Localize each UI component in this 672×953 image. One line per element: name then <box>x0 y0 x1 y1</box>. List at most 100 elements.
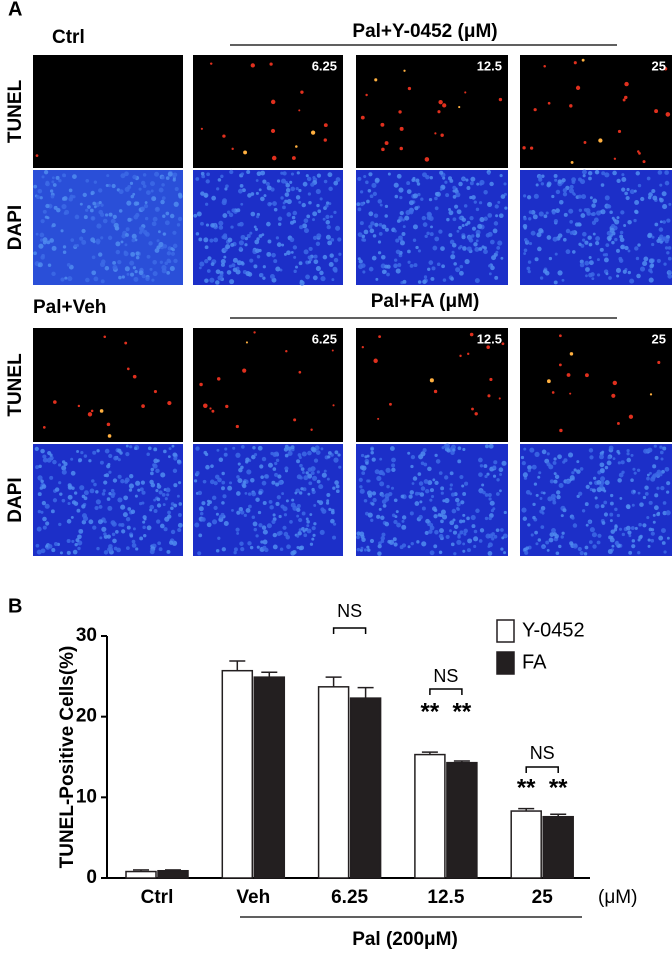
dapi-nucleus <box>424 234 428 239</box>
tunel-dot <box>126 367 130 371</box>
panel-label: B <box>8 595 22 617</box>
x-tick-label: 25 <box>532 887 554 908</box>
dapi-nucleus <box>377 240 382 244</box>
dapi-nucleus <box>363 498 368 503</box>
dapi-nucleus <box>294 491 298 495</box>
dapi-nucleus <box>158 490 163 495</box>
dapi-image <box>193 444 343 556</box>
dapi-nucleus <box>83 496 88 501</box>
dapi-nucleus <box>621 470 625 474</box>
dapi-nucleus <box>642 260 648 267</box>
dapi-nucleus <box>295 195 301 200</box>
dapi-nucleus <box>134 270 138 274</box>
dapi-nucleus <box>592 476 597 480</box>
dapi-nucleus <box>552 461 557 465</box>
dapi-nucleus <box>197 490 203 496</box>
tunel-dot <box>253 331 256 334</box>
dapi-nucleus <box>450 492 456 497</box>
dapi-nucleus <box>554 252 558 256</box>
dapi-nucleus <box>291 215 296 220</box>
tunel-dot <box>300 90 304 94</box>
dapi-nucleus <box>266 185 272 191</box>
dapi-nucleus <box>626 457 632 463</box>
dapi-nucleus <box>648 268 653 273</box>
dapi-nucleus <box>262 276 266 280</box>
dapi-nucleus <box>407 451 411 455</box>
dapi-nucleus <box>429 550 435 556</box>
dapi-nucleus <box>538 177 543 182</box>
dapi-nucleus <box>603 500 608 505</box>
dapi-nucleus <box>149 267 153 271</box>
dapi-nucleus <box>115 249 121 255</box>
stain-label: DAPI <box>5 205 26 250</box>
dapi-nucleus <box>36 526 42 532</box>
dapi-nucleus <box>264 474 270 479</box>
dapi-nucleus <box>327 240 333 246</box>
dapi-nucleus <box>362 270 366 274</box>
dapi-nucleus <box>225 184 229 188</box>
dapi-nucleus <box>240 202 244 206</box>
dapi-nucleus <box>137 488 141 492</box>
tunel-dot <box>361 345 364 349</box>
dapi-nucleus <box>161 175 165 180</box>
dapi-nucleus <box>244 236 249 241</box>
dapi-nucleus <box>631 503 635 507</box>
dapi-nucleus <box>333 257 339 263</box>
dapi-nucleus <box>491 532 495 536</box>
micrograph-pair <box>520 328 672 556</box>
dapi-nucleus <box>254 227 258 231</box>
dapi-nucleus <box>368 266 374 272</box>
dapi-nucleus <box>527 523 531 527</box>
dapi-nucleus <box>74 214 80 220</box>
dapi-nucleus <box>292 210 298 216</box>
tunel-dot <box>663 66 668 71</box>
stain-label: DAPI <box>5 477 26 522</box>
dapi-nucleus <box>408 207 414 213</box>
dapi-nucleus <box>429 498 433 502</box>
dapi-nucleus <box>260 196 265 202</box>
dapi-nucleus <box>526 195 532 200</box>
dapi-nucleus <box>251 515 256 520</box>
dapi-nucleus <box>227 237 233 243</box>
dapi-nucleus <box>371 255 377 261</box>
dapi-nucleus <box>370 451 374 455</box>
dapi-nucleus <box>82 192 87 198</box>
dapi-nucleus <box>523 447 527 451</box>
dapi-nucleus <box>420 197 424 201</box>
dapi-nucleus <box>520 455 525 460</box>
dapi-nucleus <box>42 525 47 530</box>
dapi-nucleus <box>488 497 492 501</box>
dapi-nucleus <box>198 266 202 270</box>
dapi-nucleus <box>393 258 398 262</box>
dapi-image <box>520 170 672 285</box>
dapi-nucleus <box>361 471 366 476</box>
dapi-nucleus <box>253 264 258 269</box>
dapi-nucleus <box>588 448 594 453</box>
dapi-nucleus <box>457 446 462 451</box>
legend-swatch <box>496 619 515 643</box>
dapi-nucleus <box>487 551 493 556</box>
dapi-nucleus <box>301 511 306 516</box>
dapi-nucleus <box>52 459 57 465</box>
dapi-nucleus <box>228 212 234 218</box>
dapi-nucleus <box>293 255 297 259</box>
dapi-nucleus <box>412 176 416 180</box>
dapi-nucleus <box>322 217 326 221</box>
significance-bracket <box>332 627 367 634</box>
dapi-nucleus <box>462 549 466 553</box>
dapi-nucleus <box>546 452 550 456</box>
dapi-nucleus <box>91 255 96 260</box>
dapi-nucleus <box>141 274 146 279</box>
dapi-nucleus <box>523 216 527 221</box>
dapi-nucleus <box>309 542 314 546</box>
dapi-nucleus <box>538 471 542 475</box>
dapi-nucleus <box>162 244 168 249</box>
dapi-nucleus <box>370 518 374 522</box>
error-bar <box>165 869 181 871</box>
dapi-nucleus <box>272 532 278 538</box>
dapi-nucleus <box>174 187 179 192</box>
dapi-nucleus <box>494 204 499 209</box>
dapi-nucleus <box>531 464 537 470</box>
dapi-nucleus <box>195 471 200 476</box>
dapi-nucleus <box>471 195 476 200</box>
